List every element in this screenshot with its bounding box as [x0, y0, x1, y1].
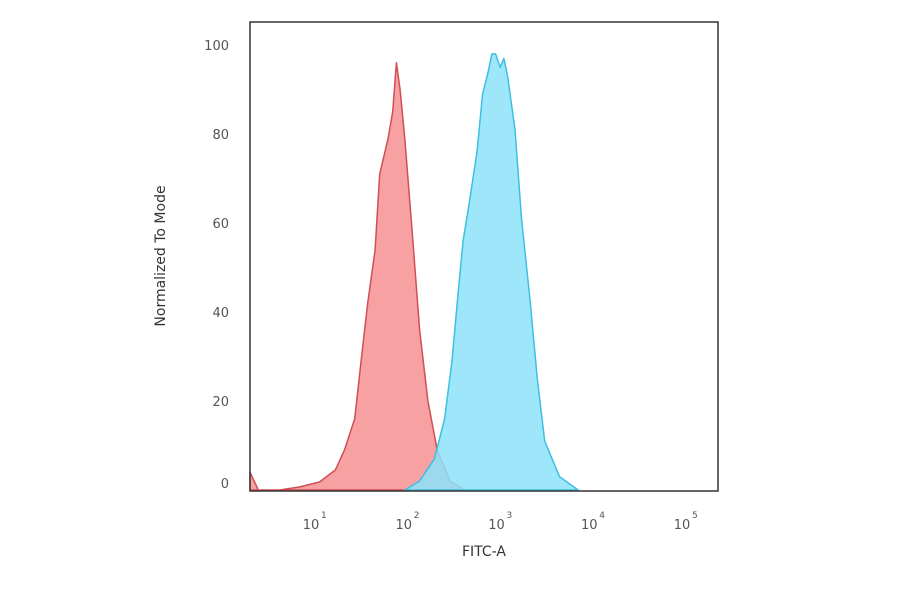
- y-tick-label: 100: [204, 39, 229, 54]
- y-tick-label: 80: [212, 128, 229, 143]
- y-axis-label: Normalized To Mode: [153, 185, 169, 326]
- y-tick-label: 40: [212, 306, 229, 321]
- x-tick-exponent: 4: [599, 511, 605, 521]
- x-tick-label: 10: [581, 518, 598, 533]
- plot-frame: [249, 21, 719, 492]
- y-tick-label: 60: [212, 217, 229, 232]
- y-tick-label: 20: [212, 395, 229, 410]
- y-tick-label: 0: [221, 477, 229, 492]
- x-tick-exponent: 3: [507, 511, 513, 521]
- x-tick-exponent: 5: [692, 511, 698, 521]
- histogram-control: [249, 62, 466, 491]
- x-axis-label: FITC-A: [462, 544, 506, 560]
- x-tick-exponent: 1: [321, 511, 327, 521]
- histogram-stained: [404, 53, 579, 491]
- x-tick-label: 10: [395, 518, 412, 533]
- x-tick-label: 10: [674, 518, 691, 533]
- x-tick-label: 10: [303, 518, 320, 533]
- x-tick-exponent: 2: [414, 511, 420, 521]
- x-tick-label: 10: [488, 518, 505, 533]
